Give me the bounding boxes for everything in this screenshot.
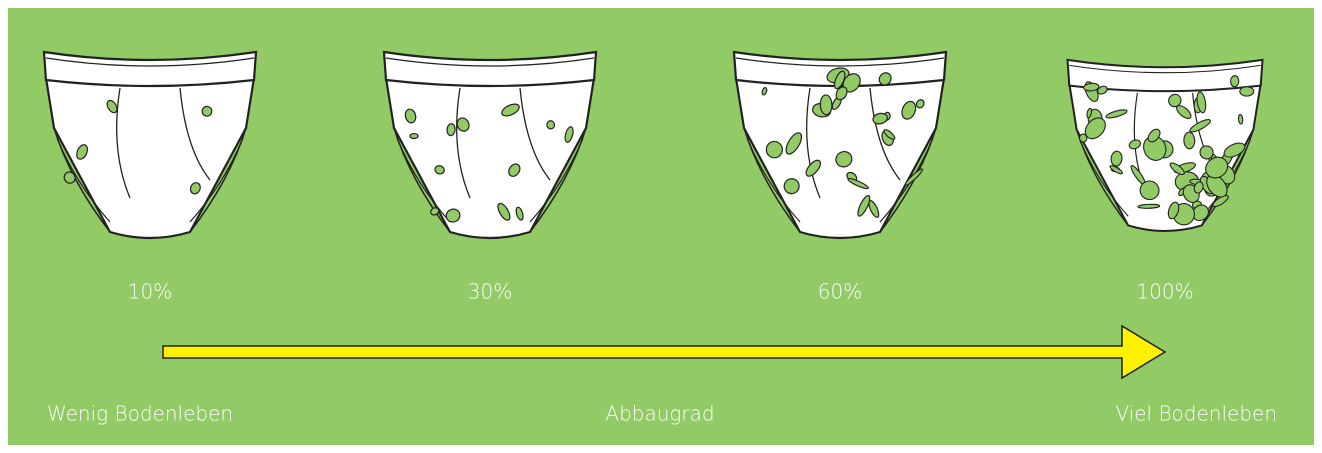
stage-label: 30%	[468, 280, 512, 304]
decay-patch	[447, 123, 456, 136]
decay-patch	[1238, 114, 1243, 124]
decay-patch	[820, 95, 832, 115]
scale-right: Viel Bodenleben	[1115, 402, 1277, 426]
infographic: Wenig Bodenleben Abbaugrad Viel Bodenleb…	[0, 0, 1322, 453]
stage-label: 10%	[128, 280, 172, 304]
scale-left: Wenig Bodenleben	[47, 402, 233, 426]
decay-patch	[1230, 75, 1239, 86]
decay-patch	[410, 133, 418, 138]
stage-label: 60%	[818, 280, 862, 304]
page: {"stages": [ {"label": "10%"}, {"label":…	[0, 0, 1322, 453]
scale-center: Abbaugrad	[605, 402, 714, 426]
decay-patch	[1138, 204, 1160, 209]
decay-patch	[1184, 132, 1195, 149]
stage-label: 100%	[1136, 280, 1193, 304]
decay-patch	[1240, 87, 1254, 96]
